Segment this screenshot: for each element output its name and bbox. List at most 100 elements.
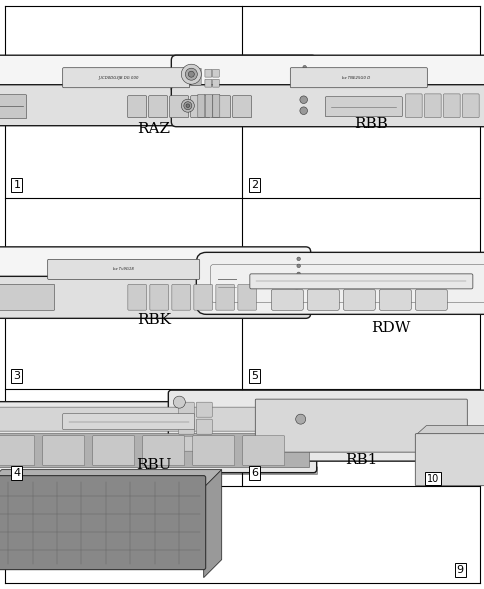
FancyBboxPatch shape [178,436,194,451]
Circle shape [302,81,306,84]
FancyBboxPatch shape [0,284,55,310]
FancyBboxPatch shape [196,402,212,417]
Text: bz Tv9G18: bz Tv9G18 [113,267,134,272]
FancyBboxPatch shape [190,95,209,118]
FancyBboxPatch shape [43,436,85,466]
FancyBboxPatch shape [378,289,410,310]
FancyBboxPatch shape [196,436,212,451]
FancyBboxPatch shape [171,284,190,310]
FancyBboxPatch shape [128,284,146,310]
FancyBboxPatch shape [149,95,167,118]
Text: 10: 10 [426,474,439,484]
Text: 2: 2 [250,180,257,190]
FancyBboxPatch shape [0,95,27,119]
Text: RBU: RBU [136,458,171,472]
Text: RBB: RBB [354,117,387,131]
FancyBboxPatch shape [255,399,467,452]
Circle shape [181,99,194,112]
Circle shape [302,65,306,69]
FancyBboxPatch shape [197,94,204,117]
FancyBboxPatch shape [142,436,184,466]
Circle shape [299,107,307,114]
Polygon shape [0,469,221,488]
FancyBboxPatch shape [47,259,199,279]
Circle shape [296,272,300,276]
Circle shape [185,68,197,80]
FancyBboxPatch shape [212,70,219,77]
Circle shape [292,302,300,309]
FancyBboxPatch shape [0,55,316,93]
Text: RDW: RDW [371,322,410,335]
FancyBboxPatch shape [192,436,234,466]
FancyBboxPatch shape [169,95,188,118]
Text: 3: 3 [14,371,20,381]
FancyBboxPatch shape [196,419,212,434]
FancyBboxPatch shape [442,94,459,118]
Text: RBK: RBK [136,313,170,327]
Circle shape [296,264,300,267]
Text: 9: 9 [455,565,463,575]
Text: 6: 6 [251,468,257,478]
FancyBboxPatch shape [414,289,446,310]
FancyBboxPatch shape [212,80,219,87]
FancyBboxPatch shape [178,419,194,434]
Circle shape [186,104,189,108]
Circle shape [183,102,192,110]
Text: RAZ: RAZ [137,122,170,135]
FancyBboxPatch shape [0,407,309,431]
FancyBboxPatch shape [171,55,484,93]
FancyBboxPatch shape [196,252,484,315]
FancyBboxPatch shape [0,247,310,285]
FancyBboxPatch shape [150,284,168,310]
Circle shape [292,290,300,297]
FancyBboxPatch shape [171,85,484,127]
Text: 4: 4 [13,468,20,478]
FancyBboxPatch shape [178,402,194,417]
Circle shape [295,414,305,424]
FancyBboxPatch shape [242,436,284,466]
FancyBboxPatch shape [271,289,302,310]
FancyBboxPatch shape [205,94,212,117]
FancyBboxPatch shape [62,68,189,88]
FancyBboxPatch shape [215,284,234,310]
Text: 5: 5 [251,371,257,381]
Circle shape [302,72,306,76]
FancyBboxPatch shape [0,85,316,125]
FancyBboxPatch shape [0,402,316,472]
FancyBboxPatch shape [205,80,212,87]
FancyBboxPatch shape [0,476,205,570]
FancyBboxPatch shape [127,95,146,118]
Circle shape [173,396,185,408]
FancyBboxPatch shape [290,68,426,88]
FancyBboxPatch shape [168,390,484,461]
Text: RB1: RB1 [345,453,377,466]
Circle shape [181,64,201,84]
FancyBboxPatch shape [212,94,219,117]
Circle shape [299,96,307,104]
FancyBboxPatch shape [405,94,421,118]
FancyBboxPatch shape [0,434,309,468]
FancyBboxPatch shape [249,274,472,289]
FancyBboxPatch shape [194,284,212,310]
Text: 1: 1 [14,180,20,190]
Polygon shape [203,469,221,578]
Polygon shape [415,426,484,435]
FancyBboxPatch shape [237,284,256,310]
Text: bz TNE25G0 D: bz TNE25G0 D [342,76,370,80]
FancyBboxPatch shape [424,94,440,118]
FancyBboxPatch shape [92,436,135,466]
FancyBboxPatch shape [0,276,310,318]
FancyBboxPatch shape [307,289,339,310]
FancyBboxPatch shape [325,97,402,117]
FancyBboxPatch shape [462,94,478,118]
Circle shape [296,257,300,261]
FancyBboxPatch shape [343,289,375,310]
FancyBboxPatch shape [211,95,230,118]
FancyBboxPatch shape [210,264,484,302]
FancyBboxPatch shape [232,95,251,118]
FancyBboxPatch shape [191,68,201,85]
Circle shape [188,71,194,77]
FancyBboxPatch shape [414,434,484,486]
Text: JUCD0DG3JB DG 000: JUCD0DG3JB DG 000 [98,76,138,80]
FancyBboxPatch shape [62,413,194,429]
